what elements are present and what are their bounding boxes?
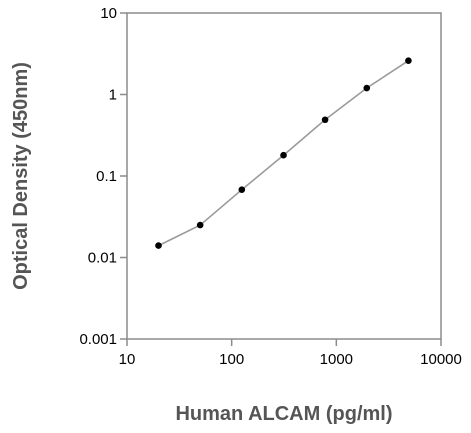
x-tick-label: 10 [119,351,136,368]
x-axis-ticks: 10 100 1000 10000 [119,339,462,368]
y-tick-label: 0.01 [88,250,117,267]
plot-frame [126,12,442,340]
data-point [155,242,162,249]
data-point [238,186,246,193]
x-axis-title: Human ALCAM (pg/ml) [175,403,392,425]
x-tick-label: 1000 [320,351,353,368]
data-point [280,151,287,159]
data-point [321,116,329,124]
y-tick-label: 0.001 [79,331,117,348]
y-tick-label: 0.1 [96,168,117,185]
x-tick-label: 100 [219,351,244,368]
x-tick-label: 10000 [420,351,462,368]
y-tick-label: 1 [109,87,117,104]
y-tick-label: 10 [100,5,117,22]
series-group [155,57,412,249]
data-point [196,221,204,229]
data-point [363,84,371,92]
y-axis-title: Optical Density (450nm) [10,62,32,290]
y-axis-ticks: 0.001 0.01 0.1 1 10 [79,5,127,348]
data-point [405,57,412,64]
